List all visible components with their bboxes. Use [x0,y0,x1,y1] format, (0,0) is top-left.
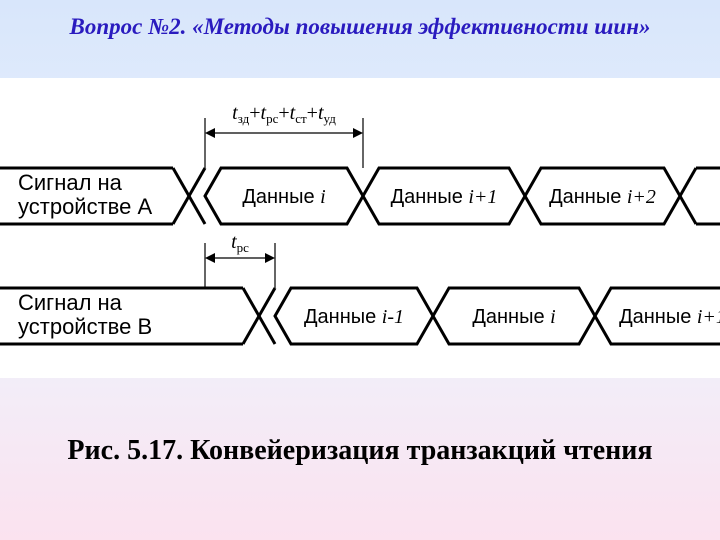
signal-label: Сигнал наустройстве A [18,170,152,219]
data-cell-label: Данные i+1 [391,186,498,208]
timing-sum-label: tзд+tрс+tст+tуд [232,102,336,126]
data-cell-label: Данные i+2 [549,186,656,208]
data-cell-label: Данные i [472,306,555,328]
data-cell-label: Данные i-1 [304,306,404,328]
figure-caption: Рис. 5.17. Конвейеризация транзакций чте… [0,435,720,467]
timing-diagram: Данные i Данные i+1 Данные i+2 Сигнал науст… [0,78,720,378]
data-cell-label: Данные i [242,186,325,208]
data-cell-label: Данные i+1 [619,306,720,328]
timing-skew-label: tрс [231,231,249,255]
signal-label: Сигнал наустройстве B [18,290,152,339]
page-title: Вопрос №2. «Методы повышения эффективнос… [0,0,720,40]
